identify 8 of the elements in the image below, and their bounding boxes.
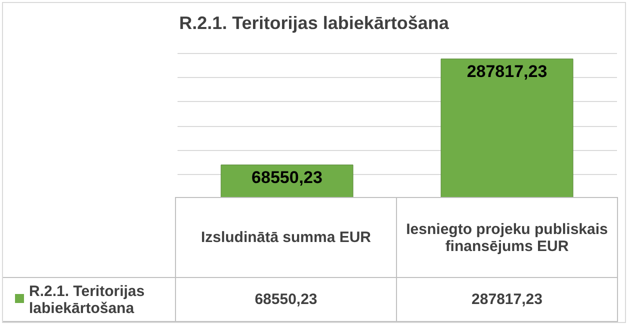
x-tick-label: Iesniegto projeku publiskais finansējums EUR [396,198,618,278]
text: 68550,23 [252,168,322,187]
legend-label: R.2.1. Teritorijas labiekārtošana [29,282,146,316]
x-tick-label: Izsludinātā summa EUR [176,198,396,278]
data-label: 68550,23 [176,278,396,322]
data-label: 287817,23 [396,278,618,322]
chart-title: R.2.1. Teritorijas labiekārtošana [178,13,450,34]
text: 287817,23 [466,62,548,81]
